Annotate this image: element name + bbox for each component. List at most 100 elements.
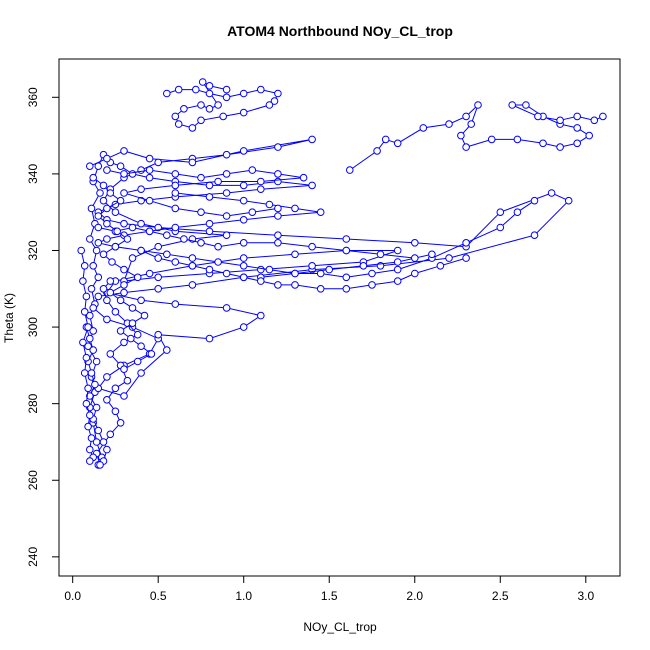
data-point — [265, 265, 274, 274]
data-point — [103, 219, 111, 228]
data-point — [462, 254, 470, 262]
data-point — [274, 204, 282, 213]
data-point — [205, 89, 214, 98]
data-point — [171, 170, 180, 178]
data-point — [342, 285, 351, 293]
data-point — [308, 262, 316, 270]
data-point — [496, 208, 505, 216]
data-point — [154, 158, 162, 167]
data-point — [222, 189, 231, 197]
data-point — [96, 189, 104, 197]
data-point — [147, 350, 156, 358]
data-point — [133, 273, 142, 282]
data-point — [154, 330, 162, 339]
data-point — [145, 154, 154, 163]
data-point — [222, 170, 231, 178]
data-point — [145, 227, 154, 236]
data-point — [508, 101, 517, 109]
data-point — [128, 304, 137, 312]
data-point — [103, 235, 111, 243]
data-point — [188, 262, 197, 270]
data-point — [257, 177, 265, 186]
y-axis: 240 260 280 300 320 340 360 — [26, 87, 60, 567]
data-point — [137, 342, 145, 351]
y-tick-label: 280 — [26, 393, 40, 413]
data-point — [180, 235, 188, 243]
data-point — [89, 327, 97, 335]
data-point — [171, 300, 180, 308]
data-point — [111, 384, 120, 393]
data-point — [86, 411, 94, 420]
data-point — [91, 380, 99, 389]
data-point — [239, 273, 248, 282]
y-axis-label: Theta (K) — [2, 293, 16, 343]
data-point — [116, 327, 125, 335]
data-point — [145, 196, 154, 205]
data-point — [120, 189, 128, 197]
data-point — [140, 311, 149, 320]
data-point — [590, 116, 599, 125]
data-point — [534, 112, 542, 121]
data-point — [376, 250, 385, 259]
data-point — [96, 461, 104, 469]
data-point — [274, 143, 282, 151]
data-point — [154, 242, 162, 251]
x-tick-label: 2.0 — [406, 589, 423, 603]
data-point — [99, 285, 108, 293]
data-point — [120, 338, 128, 347]
data-point — [205, 219, 214, 228]
data-point — [80, 262, 89, 270]
data-point — [274, 177, 282, 186]
data-point — [222, 212, 231, 220]
data-point — [411, 254, 419, 262]
data-point — [128, 254, 137, 262]
data-point — [299, 173, 308, 182]
data-point — [171, 204, 180, 213]
x-tick-label: 0.0 — [64, 589, 81, 603]
data-point — [171, 112, 180, 121]
data-point — [239, 262, 248, 270]
data-point — [359, 262, 368, 270]
data-point — [291, 281, 299, 289]
data-point — [145, 269, 154, 278]
data-point — [368, 281, 376, 289]
data-point — [94, 223, 103, 232]
data-point — [103, 315, 111, 324]
data-point — [205, 181, 214, 190]
data-point — [79, 338, 87, 347]
data-point — [79, 277, 87, 285]
data-point — [87, 434, 96, 442]
data-point — [556, 143, 564, 151]
data-point — [368, 269, 376, 278]
data-point — [222, 150, 231, 159]
data-point — [180, 105, 188, 113]
data-point — [274, 89, 282, 98]
data-point — [103, 296, 111, 305]
data-point — [522, 101, 530, 109]
data-point — [573, 139, 582, 148]
data-point — [487, 135, 496, 144]
data-point — [393, 258, 402, 266]
y-tick-label: 340 — [26, 164, 40, 184]
data-point — [573, 124, 582, 132]
data-point — [239, 254, 248, 262]
data-point — [137, 296, 145, 305]
data-point — [106, 189, 115, 197]
data-point — [265, 200, 274, 209]
data-point — [188, 158, 197, 167]
data-point — [248, 208, 257, 216]
data-point — [462, 239, 470, 247]
data-point — [192, 85, 200, 94]
data-point — [163, 231, 171, 239]
data-point — [145, 166, 154, 174]
data-point — [137, 219, 145, 228]
y-tick-label: 240 — [26, 547, 40, 567]
data-point — [222, 304, 231, 312]
data-point — [106, 350, 115, 358]
data-point — [222, 85, 231, 94]
y-tick-label: 360 — [26, 87, 40, 107]
data-point — [82, 353, 91, 362]
data-point — [103, 154, 111, 163]
data-point — [346, 166, 354, 174]
data-point — [219, 112, 227, 121]
